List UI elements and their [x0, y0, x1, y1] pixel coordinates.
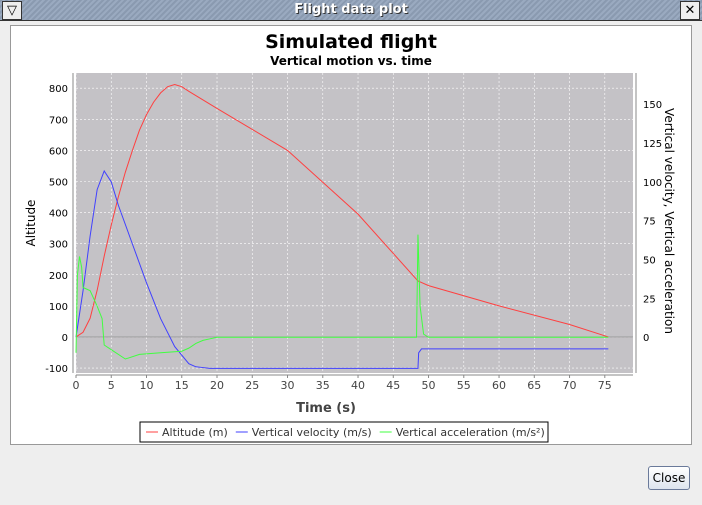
y-axis-left-label: Altitude: [24, 200, 38, 247]
x-tick-label: 70: [563, 379, 577, 392]
legend-box: [139, 421, 549, 443]
x-tick-label: 35: [316, 379, 330, 392]
plot-area: [76, 73, 633, 373]
chart: Simulated flight Vertical motion vs. tim…: [24, 31, 676, 443]
x-tick-label: 30: [281, 379, 295, 392]
close-icon[interactable]: ✕: [680, 1, 700, 20]
y-right-tick-label: 0: [643, 333, 649, 344]
close-button[interactable]: Close: [648, 466, 690, 490]
y-left-tick-label: 700: [49, 115, 68, 126]
y-left-tick-label: 0: [62, 333, 68, 344]
plot: 0 5 10 15 20 25 30 35 40 45 50 55 60 65 70 75 -100 0 100 20…: [45, 73, 662, 392]
y-right-tick-label: 100: [643, 178, 662, 189]
x-tick-label: 60: [492, 379, 506, 392]
chart-title: Simulated flight: [265, 31, 437, 53]
x-tick-label: 40: [351, 379, 365, 392]
window-title: Flight data plot: [294, 2, 408, 17]
x-tick-label: 15: [175, 379, 189, 392]
x-axis-label: Time (s): [296, 401, 356, 416]
y-right-tick-label: 125: [643, 139, 662, 150]
y-left-tick-label: 600: [49, 146, 68, 157]
triangle-down-icon[interactable]: ▽: [2, 1, 22, 20]
chart-panel: Simulated flight Vertical motion vs. tim…: [10, 25, 692, 445]
y-right-tick-label: 150: [643, 100, 662, 111]
y-right-tick-label: 50: [643, 256, 656, 267]
legend: Altitude (m) Vertical velocity (m/s) Verti…: [139, 421, 549, 443]
series-line-0: [75, 83, 609, 338]
x-tick-label: 25: [245, 379, 259, 392]
y-left-tick-label: 100: [49, 302, 68, 313]
y-left-tick-label: 400: [49, 209, 68, 220]
y-right-tick-label: 25: [643, 294, 656, 305]
x-tick-label: 20: [210, 379, 224, 392]
chart-subtitle: Vertical motion vs. time: [270, 54, 432, 68]
x-tick-label: 50: [422, 379, 436, 392]
y-left-tick-label: 800: [49, 84, 68, 95]
series-line-2: [75, 234, 609, 360]
x-tick-label: 75: [598, 379, 612, 392]
series-line-1: [75, 169, 609, 369]
x-tick-label: 55: [457, 379, 471, 392]
x-tick-label: 45: [386, 379, 400, 392]
x-tick-label: 65: [527, 379, 541, 392]
x-tick-label: 0: [73, 379, 80, 392]
legend-entry: Altitude (m): [162, 426, 228, 439]
y-left-tick-label: 300: [49, 240, 68, 251]
x-tick-label: 5: [108, 379, 115, 392]
y-left-tick-label: 200: [49, 271, 68, 282]
y-left-tick-label: -100: [45, 364, 68, 375]
legend-entry: Vertical velocity (m/s): [252, 426, 372, 439]
window-titlebar: ▽ Flight data plot ✕: [0, 0, 702, 21]
y-left-tick-label: 500: [49, 177, 68, 188]
y-right-tick-label: 75: [643, 217, 656, 228]
legend-entry: Vertical acceleration (m/s²): [396, 426, 545, 439]
x-tick-label: 10: [140, 379, 154, 392]
y-axis-right-label: Vertical velocity, Vertical acceleration: [662, 108, 676, 334]
